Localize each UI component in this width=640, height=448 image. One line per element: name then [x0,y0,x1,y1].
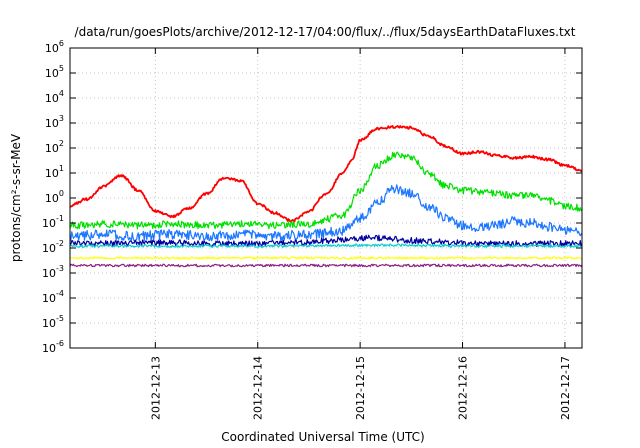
x-tick-label: 2012-12-16 [457,356,470,420]
x-tick-label: 2012-12-15 [354,356,367,420]
y-tick-label: 105 [45,64,64,80]
y-tick-label: 10-3 [42,264,64,280]
axes: 10-6 10-5 10-4 10-3 10-2 10-1 100 101 102 103 104 1… [42,39,583,420]
x-tick-label: 2012-12-17 [559,356,572,420]
x-tick-label: 2012-12-14 [252,356,265,420]
y-tick-label: 10-6 [42,339,64,355]
y-tick-label: 103 [45,114,64,130]
y-tick-label: 100 [45,189,64,205]
series-line [69,263,583,268]
series-line [69,151,583,230]
x-axis-label: Coordinated Universal Time (UTC) [221,430,424,444]
series-group [69,125,583,268]
y-axis-label: protons/cm²-s-sr-MeV [9,133,23,262]
chart-title: /data/run/goesPlots/archive/2012-12-17/0… [75,25,576,39]
y-tick-label: 101 [45,164,64,180]
y-tick-label: 102 [45,139,64,155]
series-line [69,125,583,223]
series-line [69,256,583,260]
y-tick-label: 10-4 [42,289,64,305]
x-tick-label: 2012-12-13 [149,356,162,420]
series-line [69,184,583,242]
y-tick-label: 106 [45,39,64,55]
y-tick-label: 10-5 [42,314,64,330]
series-line [69,243,583,248]
y-tick-label: 10-1 [42,214,64,230]
y-tick-label: 104 [45,89,64,105]
y-tick-label: 10-2 [42,239,64,255]
